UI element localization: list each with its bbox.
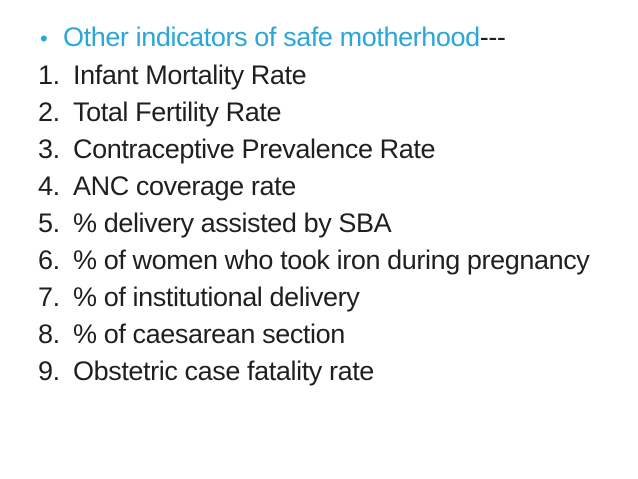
list-item-text: Infant Mortality Rate: [73, 60, 307, 90]
list-item: 4. ANC coverage rate: [0, 168, 638, 205]
list-item: 5. % delivery assisted by SBA: [0, 205, 638, 242]
list-item-text: Total Fertility Rate: [73, 97, 282, 127]
list-item: 1. Infant Mortality Rate: [0, 57, 638, 94]
bullet-icon: •: [40, 26, 48, 51]
list-item-number: 6.: [38, 245, 60, 275]
slide-heading-text: Other indicators of safe motherhood: [63, 22, 480, 52]
list-item: 7. % of institutional delivery: [0, 279, 638, 316]
slide-heading-line: • Other indicators of safe motherhood---: [0, 19, 638, 57]
list-item-number: 1.: [38, 60, 60, 90]
list-item-number: 5.: [38, 208, 60, 238]
list-item-number: 4.: [38, 171, 60, 201]
list-item: 6. % of women who took iron during pregna…: [0, 242, 638, 279]
list-item-number: 3.: [38, 134, 60, 164]
list-item-number: 9.: [38, 356, 60, 386]
list-item-text: % of women who took iron during pregnanc…: [73, 245, 590, 275]
list-item-text: ANC coverage rate: [73, 171, 296, 201]
list-item-text: Contraceptive Prevalence Rate: [73, 134, 436, 164]
list-item-text: % of caesarean section: [73, 319, 345, 349]
slide-heading-suffix: ---: [479, 22, 506, 52]
list-item-number: 7.: [38, 282, 60, 312]
list-item: 9. Obstetric case fatality rate: [0, 353, 638, 390]
indicator-list: 1. Infant Mortality Rate 2. Total Fertilit…: [0, 57, 638, 390]
list-item-text: Obstetric case fatality rate: [73, 356, 374, 386]
list-item: 2. Total Fertility Rate: [0, 94, 638, 131]
list-item: 8. % of caesarean section: [0, 316, 638, 353]
list-item: 3. Contraceptive Prevalence Rate: [0, 131, 638, 168]
list-item-number: 2.: [38, 97, 60, 127]
list-item-text: % of institutional delivery: [73, 282, 360, 312]
list-item-text: % delivery assisted by SBA: [73, 208, 392, 238]
list-item-number: 8.: [38, 319, 60, 349]
